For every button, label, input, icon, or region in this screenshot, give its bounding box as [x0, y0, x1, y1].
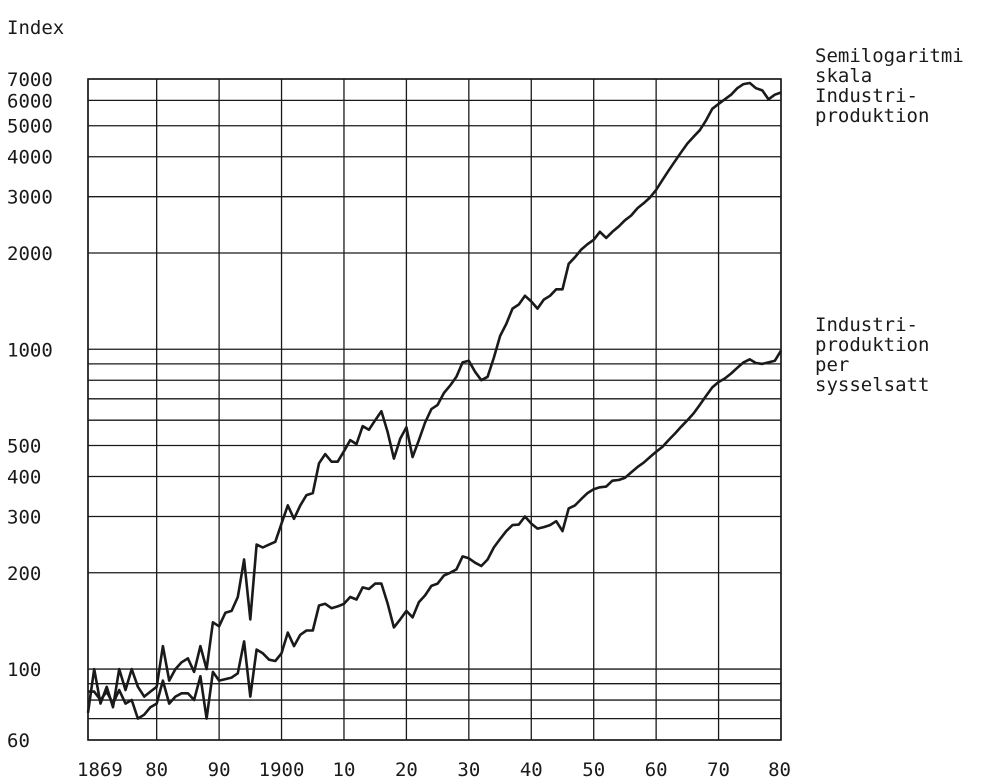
y-tick-label: 3000	[7, 187, 53, 209]
series-labels: SemilogaritmiskalaIndustri-produktionInd…	[815, 45, 964, 396]
x-tick-label: 40	[520, 759, 543, 781]
y-tick-label: 5000	[7, 116, 53, 138]
x-tick-label: 20	[395, 759, 418, 781]
x-tick-label: 30	[457, 759, 480, 781]
series-label-2: produktion	[815, 334, 929, 356]
y-tick-label: 7000	[7, 69, 53, 91]
x-tick-label: 1900	[259, 759, 305, 781]
series-label-1: Industri-	[815, 85, 918, 107]
x-tick-labels: 1869 80 90 1900 10 20 30 40 50 60 70 80	[77, 759, 791, 781]
x-tick-label: 10	[333, 759, 356, 781]
y-tick-label: 1000	[7, 339, 53, 361]
series-label-2: per	[815, 354, 849, 376]
series-label-1: skala	[815, 65, 872, 87]
x-tick-label: 80	[768, 759, 791, 781]
series-line-1	[86, 81, 782, 713]
x-tick-label: 1869	[77, 759, 123, 781]
y-tick-label: 4000	[7, 147, 53, 169]
y-tick-label: 500	[7, 436, 41, 458]
y-tick-label: 100	[7, 659, 41, 681]
y-tick-label: 300	[7, 506, 41, 528]
y-axis-label: Index	[7, 17, 64, 39]
x-tick-label: 60	[645, 759, 668, 781]
series-label-2: sysselsatt	[815, 374, 929, 396]
y-tick-label: 200	[7, 563, 41, 585]
y-tick-labels: 60 100 200 300 400 500 1000 2000 3000 4000 5000 600…	[7, 69, 53, 752]
y-tick-label: 2000	[7, 243, 53, 265]
y-tick-label: 6000	[7, 90, 53, 112]
y-tick-label: 60	[7, 730, 30, 752]
series-label-1: produktion	[815, 105, 929, 127]
chart-grid	[87, 78, 782, 741]
series-label-1: Semilogaritmi	[815, 45, 964, 67]
x-tick-label: 50	[582, 759, 605, 781]
x-tick-label: 80	[145, 759, 168, 781]
plot-frame	[87, 78, 782, 741]
x-tick-label: 90	[208, 759, 231, 781]
y-tick-label: 400	[7, 467, 41, 489]
x-tick-label: 70	[707, 759, 730, 781]
series-line-2	[88, 350, 783, 720]
chart-lines	[86, 81, 783, 720]
series-label-2: Industri-	[815, 314, 918, 336]
